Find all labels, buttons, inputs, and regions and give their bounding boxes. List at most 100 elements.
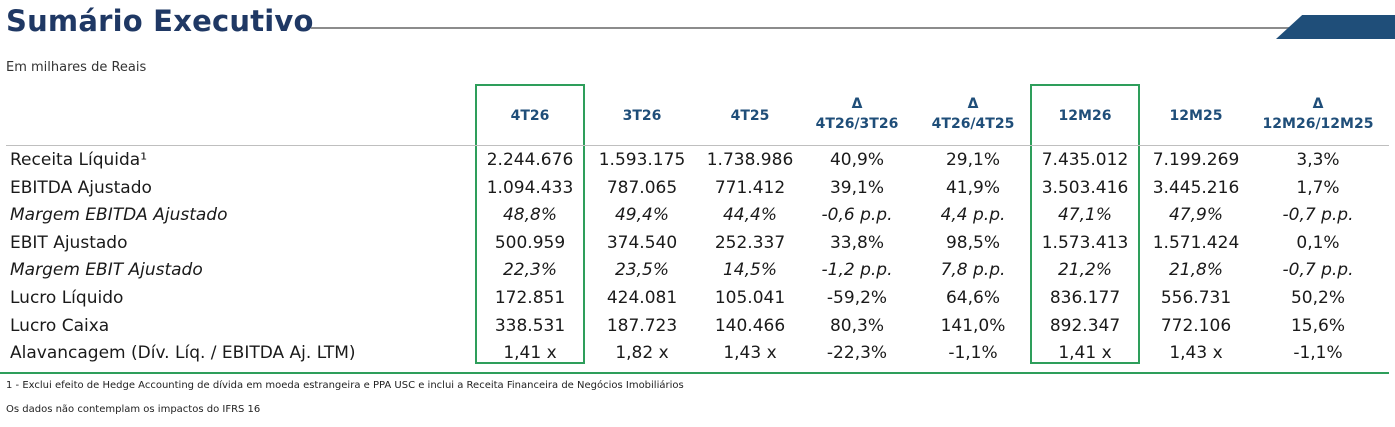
column-header-1: 3T26 xyxy=(577,88,707,144)
row-label: Lucro Líquido xyxy=(10,288,124,308)
table-cell: 1.094.433 xyxy=(486,177,574,198)
table-row: Alavancagem (Dív. Líq. / EBITDA Aj. LTM)… xyxy=(0,340,1395,367)
table-cell: -59,2% xyxy=(826,288,888,308)
row-label: Receita Líquida¹ xyxy=(10,150,148,170)
table-cell: 1.573.413 xyxy=(1041,232,1129,253)
table-row: Receita Líquida¹ 2.244.676 1.593.175 1.738.… xyxy=(0,147,1395,174)
table-cell: 3.503.416 xyxy=(1041,177,1129,198)
row-label: Margem EBITDA Ajustado xyxy=(10,205,228,226)
table-cell: 22,3% xyxy=(502,260,557,281)
table-bottom-rule xyxy=(0,372,1389,374)
table-cell: 21,2% xyxy=(1057,260,1112,281)
table-cell: 1,41 x xyxy=(503,343,557,364)
table-cell: 105.041 xyxy=(714,288,786,308)
delta-symbol: Δ xyxy=(1312,96,1324,112)
table-cell: 787.065 xyxy=(606,177,678,198)
table-row: Margem EBITDA Ajustado 48,8% 49,4% 44,4% -0,… xyxy=(0,202,1395,229)
table-row: Lucro Líquido 172.851 424.081 105.041 -59,2%… xyxy=(0,285,1395,312)
table-cell: 3.445.216 xyxy=(1152,177,1240,198)
column-header-2: 4T25 xyxy=(685,88,815,144)
table-cell: 1.738.986 xyxy=(706,150,794,170)
table-cell: 338.531 xyxy=(494,315,566,336)
table-cell: -0,7 p.p. xyxy=(1282,260,1354,281)
table-cell: 40,9% xyxy=(829,150,884,170)
delta-symbol: Δ xyxy=(851,96,863,112)
table-cell: 39,1% xyxy=(829,177,884,198)
row-label: Margem EBIT Ajustado xyxy=(10,260,203,281)
table-cell: 252.337 xyxy=(714,232,786,253)
row-label: Lucro Caixa xyxy=(10,315,110,336)
table-cell: 500.959 xyxy=(494,232,566,253)
units-caption: Em milhares de Reais xyxy=(6,60,147,75)
table-cell: -0,6 p.p. xyxy=(821,205,893,226)
column-header-label: 3T26 xyxy=(622,108,662,124)
column-header-4: Δ 4T26/4T25 xyxy=(908,88,1038,150)
table-cell: 64,6% xyxy=(945,288,1000,308)
table-cell: 556.731 xyxy=(1160,288,1232,308)
row-label: EBIT Ajustado xyxy=(10,232,128,253)
table-cell: 1,43 x xyxy=(1169,343,1223,364)
table-cell: 41,9% xyxy=(945,177,1000,198)
table-cell: 23,5% xyxy=(614,260,669,281)
table-cell: 424.081 xyxy=(606,288,678,308)
highlight-box-12m26 xyxy=(1030,84,1140,364)
row-label: EBITDA Ajustado xyxy=(10,177,152,198)
table-cell: 4,4 p.p. xyxy=(940,205,1006,226)
title-divider xyxy=(311,27,1301,29)
table-cell: 2.244.676 xyxy=(486,150,574,170)
table-cell: 48,8% xyxy=(502,205,557,226)
table-cell: 836.177 xyxy=(1049,288,1121,308)
table-cell: 172.851 xyxy=(494,288,566,308)
column-header-label: 4T26 xyxy=(510,108,550,124)
table-cell: 141,0% xyxy=(940,315,1006,336)
table-cell: 47,1% xyxy=(1057,205,1112,226)
column-header-label: 12M26 xyxy=(1058,108,1112,124)
table-cell: 15,6% xyxy=(1290,315,1345,336)
row-label: Alavancagem (Dív. Líq. / EBITDA Aj. LTM) xyxy=(10,343,356,364)
table-cell: 98,5% xyxy=(945,232,1000,253)
corner-accent xyxy=(1276,15,1395,39)
table-row: Margem EBIT Ajustado 22,3% 23,5% 14,5% -1,2 … xyxy=(0,257,1395,284)
column-header-label: 4T26/3T26 xyxy=(815,116,899,132)
table-cell: 0,1% xyxy=(1296,232,1340,253)
footnote-1: 1 - Exclui efeito de Hedge Accounting de… xyxy=(6,380,684,391)
table-cell: 1,82 x xyxy=(615,343,669,364)
column-header-label: 4T26/4T25 xyxy=(931,116,1015,132)
column-header-6: 12M25 xyxy=(1131,88,1261,144)
footnote-2: Os dados não contemplam os impactos do I… xyxy=(6,404,261,415)
table-row: EBITDA Ajustado 1.094.433 787.065 771.412 39… xyxy=(0,175,1395,202)
table-cell: 44,4% xyxy=(722,205,777,226)
table-cell: 49,4% xyxy=(614,205,669,226)
table-cell: 892.347 xyxy=(1049,315,1121,336)
table-cell: 140.466 xyxy=(714,315,786,336)
highlight-box-4t26 xyxy=(475,84,585,364)
table-cell: 7.435.012 xyxy=(1041,150,1129,170)
table-cell: 33,8% xyxy=(829,232,884,253)
delta-symbol: Δ xyxy=(967,96,979,112)
table-cell: 7,8 p.p. xyxy=(940,260,1006,281)
table-cell: -0,7 p.p. xyxy=(1282,205,1354,226)
column-header-7: Δ 12M26/12M25 xyxy=(1253,88,1383,150)
table-cell: 1,7% xyxy=(1296,177,1340,198)
column-header-0: 4T26 xyxy=(465,88,595,144)
table-cell: 1.571.424 xyxy=(1152,232,1240,253)
table-row: EBIT Ajustado 500.959 374.540 252.337 33,8% 9… xyxy=(0,230,1395,257)
table-cell: -1,2 p.p. xyxy=(821,260,893,281)
table-cell: -1,1% xyxy=(1293,343,1343,364)
column-header-label: 12M25 xyxy=(1169,108,1223,124)
table-cell: -22,3% xyxy=(826,343,888,364)
table-row: Lucro Caixa 338.531 187.723 140.466 80,3% 141… xyxy=(0,313,1395,340)
table-cell: 771.412 xyxy=(714,177,786,198)
table-cell: 14,5% xyxy=(722,260,777,281)
table-cell: 187.723 xyxy=(606,315,678,336)
table-cell: 374.540 xyxy=(606,232,678,253)
table-cell: 1,41 x xyxy=(1058,343,1112,364)
column-header-label: 12M26/12M25 xyxy=(1262,116,1374,132)
table-cell: -1,1% xyxy=(948,343,998,364)
column-header-label: 4T25 xyxy=(730,108,770,124)
table-cell: 772.106 xyxy=(1160,315,1232,336)
table-cell: 29,1% xyxy=(945,150,1000,170)
table-cell: 3,3% xyxy=(1296,150,1340,170)
table-cell: 21,8% xyxy=(1168,260,1223,281)
column-header-3: Δ 4T26/3T26 xyxy=(792,88,922,150)
